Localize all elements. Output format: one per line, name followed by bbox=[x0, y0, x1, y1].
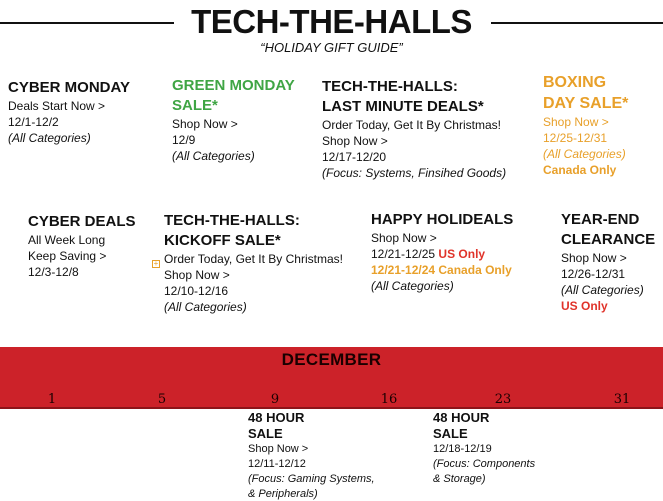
promo-boxing-day: BOXING DAY SALE* Shop Now > 12/25-12/31 … bbox=[543, 72, 658, 178]
page-title: TECH-THE-HALLS bbox=[191, 3, 472, 40]
dates-us: 12/21-12/25 bbox=[371, 247, 436, 261]
promo-title-line1: BOXING bbox=[543, 74, 607, 91]
promo-title-line1: GREEN MONDAY bbox=[172, 77, 295, 94]
timeline-tick: 9 bbox=[270, 392, 280, 407]
shop-now-link[interactable]: Shop Now > bbox=[164, 268, 230, 282]
shop-now-link[interactable]: Shop Now > bbox=[371, 231, 437, 245]
promo-dates: 12/1-12/2 bbox=[8, 115, 59, 129]
flash-title-line1: 48 HOUR bbox=[433, 410, 490, 425]
timeline-tick: 16 bbox=[380, 392, 398, 407]
flash-note-line1: (Focus: Gaming Systems, bbox=[248, 473, 375, 485]
flash-title-line1: 48 HOUR bbox=[248, 410, 305, 425]
region-badge: Canada Only bbox=[543, 163, 617, 177]
flash-dates: 12/11-12/12 bbox=[248, 458, 306, 470]
shop-now-link[interactable]: Shop Now > bbox=[248, 443, 309, 455]
promo-note: (All Categories) bbox=[371, 279, 454, 293]
region-badge: US Only bbox=[561, 299, 608, 313]
promo-happy-holideals: HAPPY HOLIDEALS Shop Now > 12/21-12/25 U… bbox=[371, 210, 551, 294]
promo-title-line2: CLEARANCE bbox=[561, 231, 656, 248]
shop-now-link[interactable]: Shop Now > bbox=[561, 251, 627, 265]
page-subtitle: “HOLIDAY GIFT GUIDE” bbox=[260, 40, 403, 55]
promo-title-line2: SALE* bbox=[172, 97, 218, 114]
timeline-band bbox=[0, 347, 663, 409]
promo-cyber-deals: CYBER DEALS All Week Long Keep Saving > … bbox=[28, 212, 158, 280]
promo-cyber-monday: CYBER MONDAY Deals Start Now > 12/1-12/2… bbox=[8, 78, 168, 146]
promo-note: (All Categories) bbox=[164, 300, 247, 314]
flash-note-line2: & Peripherals) bbox=[248, 488, 318, 500]
timeline-tick: 1 bbox=[47, 392, 57, 407]
promo-dates: 12/3-12/8 bbox=[28, 265, 79, 279]
promo-dates-us: 12/21-12/25 US Only bbox=[371, 246, 551, 262]
promo-title: CYBER MONDAY bbox=[8, 79, 130, 96]
promo-dates: 12/10-12/16 bbox=[164, 284, 229, 298]
promo-title-line2: KICKOFF SALE* bbox=[164, 232, 281, 249]
shop-now-link[interactable]: Shop Now > bbox=[172, 117, 238, 131]
flash-note-line1: (Focus: Components bbox=[433, 458, 536, 470]
promo-tagline: Order Today, Get It By Christmas! bbox=[164, 252, 343, 266]
promo-year-end-clearance: YEAR-END CLEARANCE Shop Now > 12/26-12/3… bbox=[561, 210, 663, 314]
keep-saving-link[interactable]: Keep Saving > bbox=[28, 249, 107, 263]
deals-start-link[interactable]: Deals Start Now > bbox=[8, 99, 106, 113]
flash-title-line2: SALE bbox=[248, 426, 283, 441]
flash-note-line2: & Storage) bbox=[433, 473, 486, 485]
timeline-tick: 23 bbox=[494, 392, 512, 407]
promo-dates: 12/9 bbox=[172, 133, 196, 147]
promo-title-line2: DAY SALE* bbox=[543, 95, 629, 112]
promo-note: (All Categories) bbox=[543, 147, 626, 161]
shop-now-link[interactable]: Shop Now > bbox=[543, 115, 609, 129]
promo-last-minute-deals: TECH-THE-HALLS: LAST MINUTE DEALS* Order… bbox=[322, 77, 537, 181]
promo-title-line1: TECH-THE-HALLS: bbox=[164, 212, 300, 229]
promo-dates: 12/17-12/20 bbox=[322, 150, 387, 164]
timeline-month: DECEMBER bbox=[281, 350, 382, 369]
promo-note: (Focus: Systems, Finsihed Goods) bbox=[322, 166, 507, 180]
promo-note: (All Categories) bbox=[8, 131, 91, 145]
promo-dates: 12/26-12/31 bbox=[561, 267, 626, 281]
promo-title-line1: YEAR-END bbox=[561, 211, 640, 228]
promo-dates: 12/25-12/31 bbox=[543, 131, 608, 145]
timeline-tick: 5 bbox=[157, 392, 167, 407]
flash-sale-components: 48 HOUR SALE 12/18-12/19 (Focus: Compone… bbox=[433, 410, 583, 487]
promo-kickoff-sale: TECH-THE-HALLS: KICKOFF SALE* Order Toda… bbox=[164, 211, 364, 315]
promo-tagline: Order Today, Get It By Christmas! bbox=[322, 118, 501, 132]
promo-dates-canada: 12/21-12/24 Canada Only bbox=[371, 263, 512, 277]
promo-title: HAPPY HOLIDEALS bbox=[371, 211, 514, 228]
header-rule-right bbox=[491, 22, 663, 24]
flash-title-line2: SALE bbox=[433, 426, 468, 441]
promo-title-line2: LAST MINUTE DEALS* bbox=[322, 98, 484, 115]
promo-green-monday: GREEN MONDAY SALE* Shop Now > 12/9 (All … bbox=[172, 76, 322, 164]
timeline-tick: 31 bbox=[613, 392, 631, 407]
shop-now-link[interactable]: Shop Now > bbox=[322, 134, 388, 148]
promo-title: CYBER DEALS bbox=[28, 213, 136, 230]
expand-icon[interactable]: + bbox=[152, 259, 160, 268]
region-us: US Only bbox=[438, 247, 486, 261]
flash-sale-gaming: 48 HOUR SALE Shop Now > 12/11-12/12 (Foc… bbox=[248, 410, 398, 501]
promo-title-line1: TECH-THE-HALLS: bbox=[322, 78, 458, 95]
promo-note: (All Categories) bbox=[172, 149, 255, 163]
promo-note: (All Categories) bbox=[561, 283, 644, 297]
timeline-rule bbox=[0, 407, 663, 409]
promo-tagline: All Week Long bbox=[28, 233, 106, 247]
header-rule-left bbox=[0, 22, 174, 24]
flash-dates: 12/18-12/19 bbox=[433, 443, 492, 455]
